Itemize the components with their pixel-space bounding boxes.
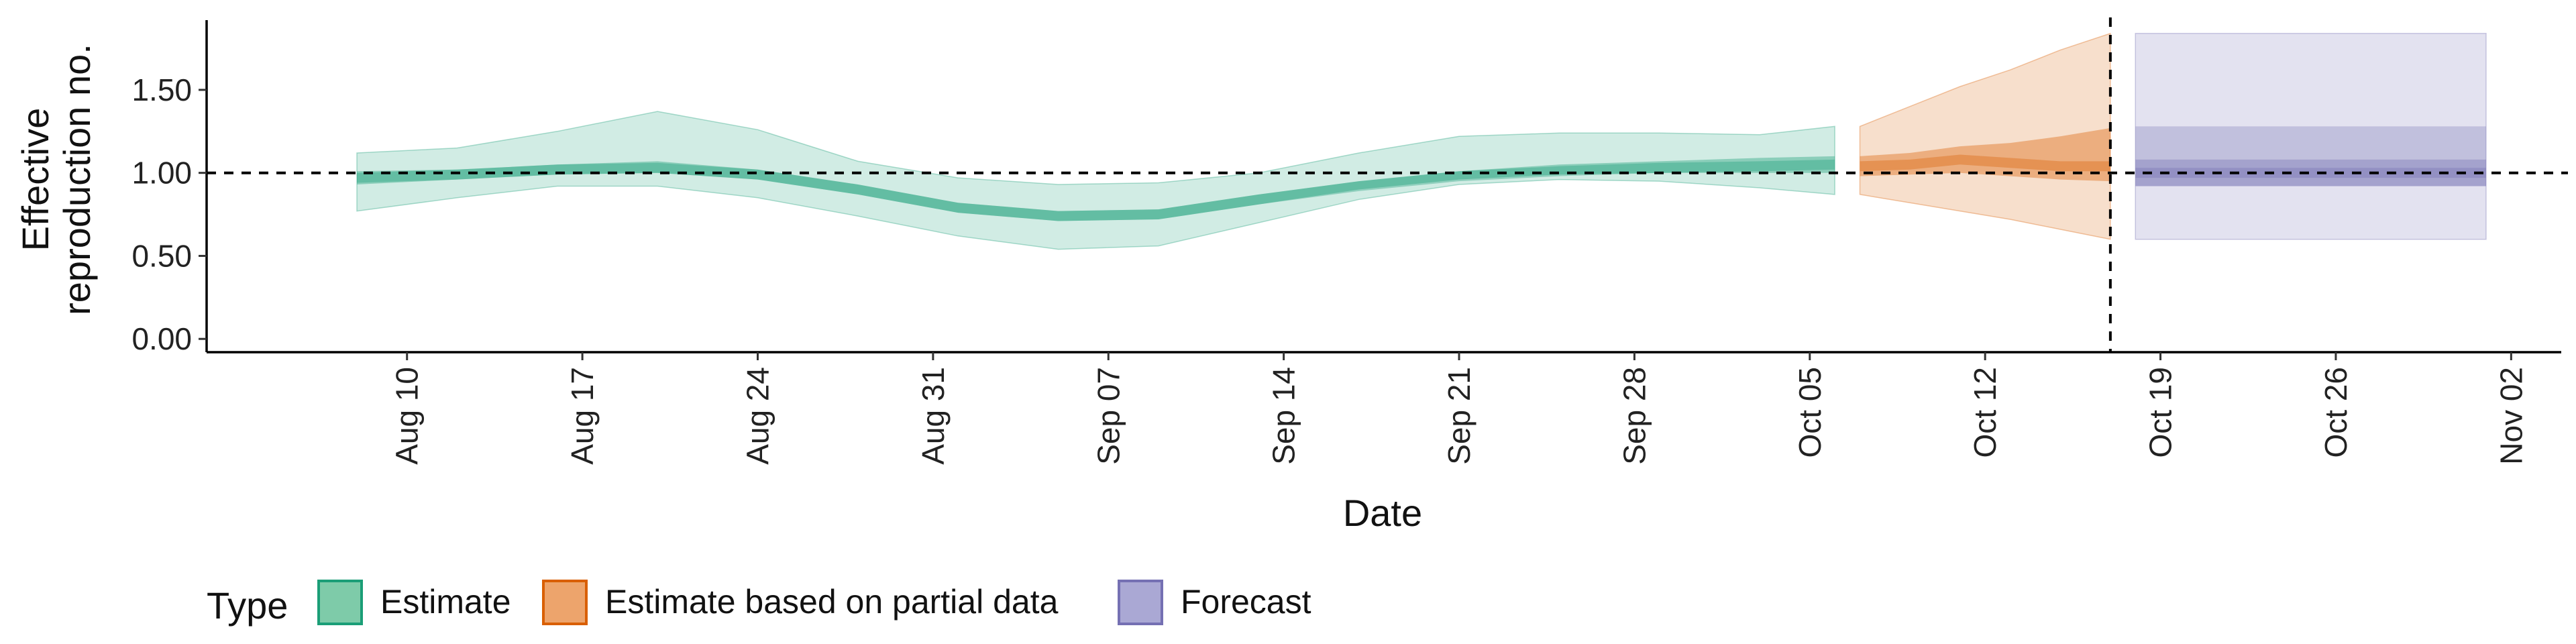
x-axis-title: Date [1343, 492, 1422, 534]
y-axis-title-line: reproduction no. [56, 44, 98, 315]
series-estimate-based-on-partial-data [1859, 32, 2111, 240]
median-band [2135, 168, 2486, 178]
ci90-band [356, 111, 1835, 250]
x-tick-label: Aug 31 [916, 367, 951, 465]
x-tick-label: Sep 28 [1617, 367, 1652, 465]
legend-label: Forecast [1181, 583, 1311, 621]
legend: Type Estimate Estimate based on partial d… [207, 580, 1311, 627]
y-tick-label: 1.50 [131, 72, 192, 107]
bands-layer [356, 32, 2487, 250]
x-tick-label: Sep 14 [1267, 367, 1301, 465]
legend-key-2 [1118, 580, 1163, 625]
x-tick-label: Oct 05 [1792, 367, 1827, 458]
y-axis-title: Effective reproduction no. [14, 44, 98, 315]
x-tick-label: Aug 24 [741, 367, 775, 465]
x-tick-label: Sep 07 [1091, 367, 1126, 465]
x-tick-label: Nov 02 [2493, 367, 2528, 465]
x-tick-label: Aug 17 [565, 367, 600, 465]
ci90-band [1859, 32, 2111, 240]
y-tick-label: 1.00 [131, 156, 192, 191]
x-tick-label: Oct 26 [2318, 367, 2353, 458]
y-tick-label: 0.00 [131, 321, 192, 356]
median-band [1860, 154, 2110, 172]
series-forecast [2135, 33, 2487, 240]
ci50-band [2135, 159, 2486, 186]
legend-key-1 [542, 580, 588, 625]
axes: 0.00 0.50 1.00 1.50 Aug 10 Aug 17 Aug 24 Aug 31… [131, 20, 2561, 465]
y-axis-title-line: Effective [14, 108, 56, 252]
legend-title: Type [207, 584, 288, 627]
legend-key-0 [317, 580, 363, 625]
x-tick-label: Sep 21 [1442, 367, 1477, 465]
y-tick-label: 0.50 [131, 238, 192, 273]
reference-lines [207, 17, 2568, 352]
ci90-band [2135, 33, 2487, 240]
x-tick-label: Oct 19 [2143, 367, 2178, 458]
series-estimate [356, 111, 1835, 250]
x-tick-label: Oct 12 [1968, 367, 2002, 458]
ci50-band [1860, 127, 2110, 182]
median-band [357, 159, 1835, 221]
legend-label: Estimate based on partial data [605, 583, 1059, 621]
ci-mid-band [2135, 126, 2486, 186]
legend-label: Estimate [380, 583, 511, 621]
x-tick-label: Aug 10 [390, 367, 425, 465]
